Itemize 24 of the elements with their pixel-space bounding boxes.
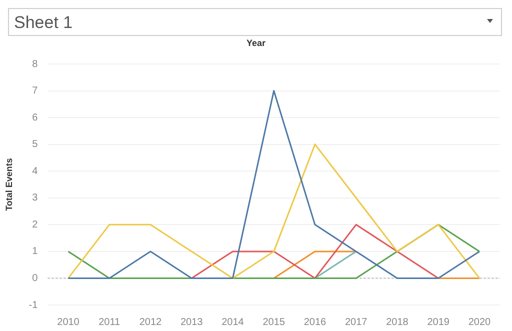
x-tick-label: 2015 bbox=[262, 316, 286, 328]
y-tick-label: 6 bbox=[32, 112, 38, 124]
y-tick-label: 8 bbox=[32, 58, 38, 70]
y-axis-title: Total Events bbox=[4, 158, 14, 211]
x-tick-label: 2016 bbox=[304, 316, 327, 328]
x-axis-title: Year bbox=[245, 38, 267, 48]
y-tick-label: 1 bbox=[32, 246, 38, 258]
x-tick-label: 2010 bbox=[57, 316, 80, 328]
y-tick-label: 3 bbox=[32, 192, 38, 204]
y-tick-label: 2 bbox=[32, 219, 38, 230]
x-tick-label: 2020 bbox=[468, 316, 491, 328]
x-tick-label: 2011 bbox=[98, 316, 121, 328]
x-tick-label: 2018 bbox=[386, 316, 409, 328]
x-tick-label: 2013 bbox=[180, 316, 204, 328]
y-tick-label: 7 bbox=[32, 86, 38, 97]
x-tick-label: 2017 bbox=[344, 316, 368, 328]
y-tick-label: 4 bbox=[32, 166, 38, 177]
x-tick-label: 2014 bbox=[222, 316, 244, 328]
x-tick-label: 2019 bbox=[427, 316, 450, 328]
y-tick-label: 0 bbox=[32, 272, 38, 284]
y-tick-label: -1 bbox=[28, 300, 38, 311]
chart-title: Sheet 1 bbox=[14, 13, 73, 33]
x-tick-label: 2012 bbox=[139, 316, 162, 328]
y-tick-label: 5 bbox=[32, 139, 38, 150]
